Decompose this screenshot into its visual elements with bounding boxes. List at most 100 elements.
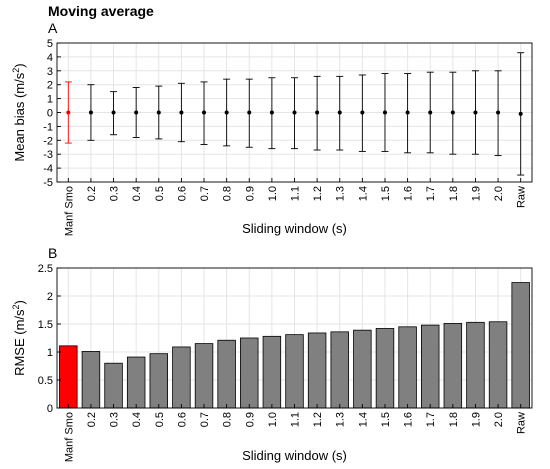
bar xyxy=(420,324,440,409)
y-tick-label: -1 xyxy=(43,121,53,133)
x-tick-label: 2.0 xyxy=(493,412,505,427)
x-tick-label: 0.9 xyxy=(244,186,256,201)
y-tick-label: -4 xyxy=(43,163,53,175)
x-tick-label: 0.3 xyxy=(109,186,121,201)
x-tick-label: 1.3 xyxy=(335,186,347,201)
bar xyxy=(194,343,214,409)
data-point xyxy=(428,110,433,115)
bar xyxy=(330,331,349,409)
x-tick-label: 1.8 xyxy=(448,186,460,201)
data-point xyxy=(134,110,139,115)
bar xyxy=(511,282,530,409)
bar xyxy=(126,356,146,409)
y-tick-label: 1 xyxy=(47,347,53,359)
x-tick-label: Raw xyxy=(516,186,528,208)
bar xyxy=(285,334,304,409)
data-point xyxy=(88,110,93,115)
x-tick-label: 0.2 xyxy=(86,186,98,201)
x-tick-label: 1.8 xyxy=(448,412,460,427)
panel-b-chart: 2.5 2 1.5 1 0.5 0 Manf Smo 0.2 0.3 0.4 0.5 0.6 0.7 0.… xyxy=(11,263,533,463)
bar xyxy=(353,329,372,409)
data-point xyxy=(496,110,501,115)
data-point xyxy=(156,110,161,115)
x-tick-label: 1.5 xyxy=(380,186,392,201)
bar xyxy=(262,335,282,409)
y-tick-label: 2.5 xyxy=(38,263,53,275)
x-tick-label: 1.6 xyxy=(403,412,415,427)
data-point xyxy=(269,110,274,115)
y-axis-label: Mean bias (m/s2) xyxy=(11,63,27,161)
panel-a-chart: 5 4 3 2 1 0-1 -2 -3 -4 -5 Manf Smo 0.2 0.3 0.4 0.5 0.6 0… xyxy=(11,38,533,236)
x-tick-label: Manf Smo xyxy=(63,186,75,236)
bar xyxy=(398,326,417,409)
x-tick-label: 1.7 xyxy=(425,186,437,201)
x-tick-label: Raw xyxy=(516,412,528,434)
x-tick-label: 0.7 xyxy=(199,186,211,201)
data-point xyxy=(360,110,365,115)
bar xyxy=(149,353,169,409)
y-tick-label: 2 xyxy=(47,80,53,92)
x-tick-label: 1.2 xyxy=(312,186,324,201)
x-tick-label: 0.4 xyxy=(131,412,143,427)
x-tick-label: 0.8 xyxy=(222,412,234,427)
y-tick-label: 4 xyxy=(47,52,53,64)
data-point xyxy=(292,110,297,115)
x-tick-label: 1.3 xyxy=(335,412,347,427)
figure-title: Moving average xyxy=(48,3,154,19)
y-tick-label: 0 xyxy=(47,403,53,415)
data-point xyxy=(179,110,184,115)
y-tick-label: -3 xyxy=(43,149,53,161)
data-point xyxy=(450,110,455,115)
panel-a-letter: A xyxy=(48,20,58,36)
x-axis-label: Sliding window (s) xyxy=(242,448,347,463)
y-axis-label: RMSE (m/s2) xyxy=(11,300,27,376)
x-tick-label: 1.1 xyxy=(290,186,302,201)
x-tick-label: 1.0 xyxy=(267,186,279,201)
data-point xyxy=(337,110,342,115)
data-point xyxy=(224,110,229,115)
x-tick-label: 0.7 xyxy=(199,412,211,427)
y-tick-label: 0 xyxy=(47,108,53,120)
x-tick-label: 1.9 xyxy=(470,186,482,201)
bar xyxy=(59,345,78,409)
x-tick-label: 0.5 xyxy=(154,186,166,201)
data-point xyxy=(66,110,71,115)
y-tick-label: 1.5 xyxy=(38,319,53,331)
data-point xyxy=(518,111,523,116)
y-tick-label: -2 xyxy=(43,135,53,147)
x-tick-label: 1.1 xyxy=(290,412,302,427)
x-tick-label: 0.9 xyxy=(244,412,256,427)
x-tick-label: 1.5 xyxy=(380,412,392,427)
bar xyxy=(240,337,259,409)
x-tick-label: 0.2 xyxy=(86,412,98,427)
x-tick-label: 0.6 xyxy=(176,412,188,427)
x-tick-label: 1.4 xyxy=(357,186,369,201)
bar xyxy=(104,362,123,409)
y-tick-label: -5 xyxy=(43,177,53,189)
y-tick-label: 2 xyxy=(47,291,53,303)
x-tick-label: 1.4 xyxy=(357,412,369,427)
bar xyxy=(443,323,463,409)
data-point xyxy=(202,110,207,115)
y-tick-label: 1 xyxy=(47,94,53,106)
data-point xyxy=(247,110,252,115)
y-tick-label: 0.5 xyxy=(38,375,53,387)
x-tick-label: 1.0 xyxy=(267,412,279,427)
data-point xyxy=(315,110,320,115)
x-tick-label: 1.2 xyxy=(312,412,324,427)
bar xyxy=(375,328,395,409)
bar xyxy=(307,332,327,409)
y-tick-label: 5 xyxy=(47,38,53,50)
x-tick-label: 1.6 xyxy=(403,186,415,201)
x-tick-label: 0.5 xyxy=(154,412,166,427)
x-tick-label: 0.4 xyxy=(131,186,143,201)
bar xyxy=(488,321,508,409)
x-tick-label: 1.9 xyxy=(470,412,482,427)
data-point xyxy=(473,110,478,115)
data-point xyxy=(111,110,116,115)
x-tick-label: 0.6 xyxy=(176,186,188,201)
panel-b-letter: B xyxy=(48,245,58,261)
x-tick-label: Manf Smo xyxy=(63,412,75,462)
bar xyxy=(217,339,236,409)
